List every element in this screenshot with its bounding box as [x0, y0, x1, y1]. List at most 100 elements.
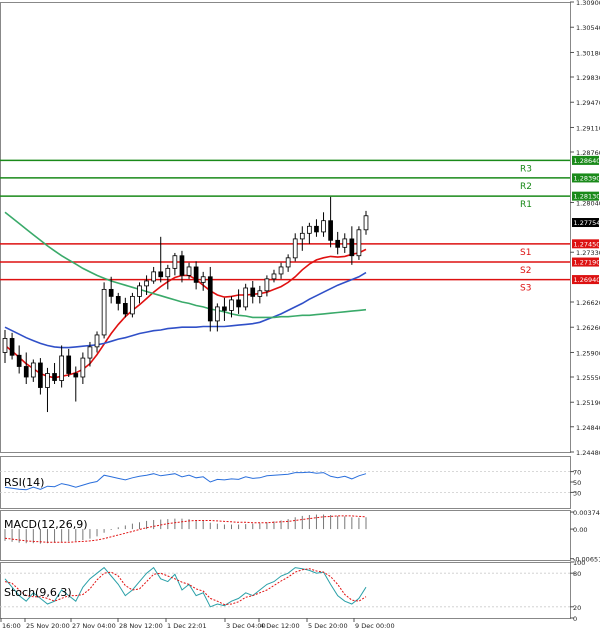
candle	[357, 226, 361, 260]
candle-bear	[74, 373, 78, 377]
candle-bear	[10, 338, 14, 355]
time-tick-label: 28 Nov 12:00	[119, 622, 163, 630]
candle-bull	[31, 363, 35, 377]
time-tick-label: 5 Dec 20:00	[308, 622, 348, 630]
price-tick-label: 1.30900	[576, 0, 600, 7]
candle-bull	[215, 307, 219, 321]
indicator-tick-label: 70	[573, 469, 581, 477]
candle-bear	[194, 267, 198, 282]
level-price-label-r1: 1.28130	[574, 193, 600, 201]
candle-bear	[24, 366, 28, 377]
price-tick-label: 1.24840	[576, 424, 600, 432]
candle-bull	[138, 286, 142, 297]
candle	[244, 284, 248, 311]
level-name-s1: S1	[520, 248, 531, 258]
level-name-r2: R2	[520, 182, 532, 192]
candle-bear	[109, 289, 113, 296]
candle-bear	[53, 373, 57, 380]
candle-bear	[315, 226, 319, 232]
last-price-label: 1.27754	[574, 219, 600, 227]
price-tick-label: 1.30540	[576, 24, 600, 32]
level-name-r1: R1	[520, 200, 532, 210]
candle-bull	[130, 296, 134, 314]
indicator-tick-label: 0.00	[573, 526, 587, 534]
candle-bear	[329, 221, 333, 241]
candle-bull	[88, 347, 92, 358]
level-price-label-r3: 1.28640	[574, 157, 600, 165]
candle-bull	[357, 230, 361, 256]
candle-bear	[208, 277, 212, 321]
indicator-tick-label: 0.003749	[573, 509, 600, 517]
price-tick-label: 1.28760	[576, 149, 600, 157]
candle-bull	[322, 221, 326, 232]
candle-bull	[46, 373, 50, 387]
candle-bull	[152, 272, 156, 281]
candle-bull	[60, 356, 64, 381]
candle-bull	[265, 279, 269, 291]
candle-bull	[102, 289, 106, 335]
time-tick-label: 27 Nov 04:00	[72, 622, 116, 630]
level-price-label-s3: 1.26940	[574, 276, 600, 284]
candle-bull	[166, 268, 170, 276]
candle-bull	[3, 338, 7, 352]
price-tick-label: 1.27330	[576, 249, 600, 257]
candle-bull	[95, 335, 99, 347]
price-tick-label: 1.26260	[576, 324, 600, 332]
price-tick-label: 1.29470	[576, 99, 600, 107]
candle-bull	[187, 267, 191, 275]
level-name-s2: S2	[520, 266, 531, 276]
indicator-tick-label: 30	[573, 489, 581, 497]
candle-bull	[293, 239, 297, 258]
time-tick-label: 4 Dec 12:00	[260, 622, 300, 630]
price-tick-label: 1.24480	[576, 449, 600, 457]
candle-bull	[272, 274, 276, 279]
candle-bull	[307, 226, 311, 233]
rsi-title: RSI(14)	[4, 476, 44, 489]
candle-bull	[230, 300, 234, 311]
indicator-tick-label: 80	[573, 570, 581, 578]
candle-bear	[222, 307, 226, 311]
candle-bear	[38, 363, 42, 388]
candle-bull	[300, 233, 304, 239]
time-tick-label: 25 Nov 20:00	[26, 622, 70, 630]
level-price-label-r2: 1.28390	[574, 174, 600, 182]
candle-bull	[173, 256, 177, 269]
last-price-marker: 1.27754	[572, 218, 600, 227]
candle-bull	[364, 216, 368, 230]
candle-bull	[244, 288, 248, 307]
level-name-s3: S3	[520, 284, 531, 294]
candle-bull	[286, 258, 290, 267]
price-tick-label: 1.25550	[576, 374, 600, 382]
price-tick-label: 1.26620	[576, 299, 600, 307]
candle-bear	[17, 355, 21, 366]
candle-bull	[201, 277, 205, 283]
candle-bear	[237, 300, 241, 307]
candle-bear	[123, 303, 127, 314]
candle-bull	[145, 281, 149, 286]
candle-bull	[258, 291, 262, 297]
price-tick-label: 1.29110	[576, 124, 600, 132]
stoch-title: Stoch(9,6,3)	[4, 586, 72, 599]
candle-bear	[116, 296, 120, 303]
level-name-r3: R3	[520, 164, 532, 174]
indicator-tick-label: 50	[573, 479, 581, 487]
candle	[130, 293, 134, 318]
candle-bear	[336, 240, 340, 247]
candle-bear	[180, 256, 184, 276]
indicator-tick-label: 100	[573, 559, 585, 567]
level-price-label-s2: 1.27190	[574, 259, 600, 267]
price-tick-label: 1.30180	[576, 49, 600, 57]
indicator-tick-label: 20	[573, 604, 581, 612]
candle	[102, 282, 106, 338]
candle-bull	[81, 358, 85, 377]
level-price-label-s1: 1.27450	[574, 240, 600, 248]
macd-title: MACD(12,26,9)	[4, 518, 88, 531]
price-tick-label: 1.29830	[576, 74, 600, 82]
candle-bear	[251, 288, 255, 296]
time-tick-label: 16:00	[2, 622, 21, 630]
candle-bear	[159, 272, 163, 277]
candle-bull	[343, 239, 347, 247]
